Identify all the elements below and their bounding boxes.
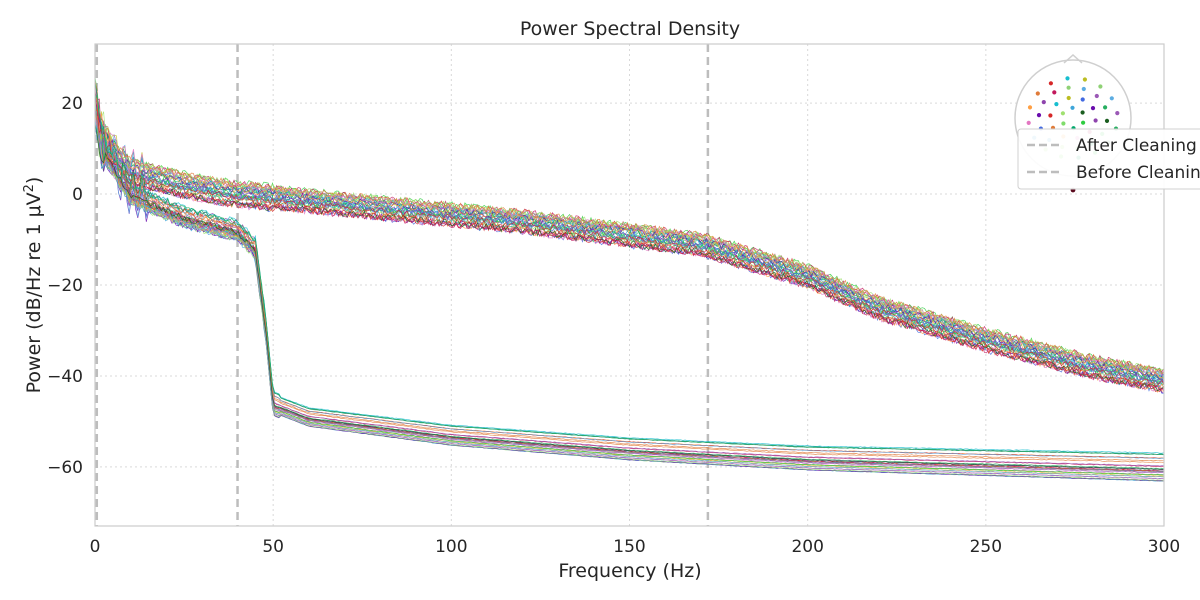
channel-trace	[94, 96, 1165, 387]
y-axis-ticks: 20 0 −20 −40 −60	[47, 94, 83, 478]
legend-label-after: After Cleaning	[1076, 136, 1197, 156]
y-tick-label: 20	[61, 94, 83, 114]
channel-trace	[94, 81, 1165, 375]
sensor-dot	[1109, 96, 1114, 101]
x-tick-label: 150	[613, 537, 645, 557]
y-tick-label: 0	[72, 185, 83, 205]
sensor-dot	[1048, 81, 1053, 86]
y-axis-label-sup: 2	[22, 184, 37, 192]
sensor-dot	[1041, 100, 1046, 105]
sensor-dot	[1080, 97, 1085, 102]
channel-trace	[94, 123, 1165, 471]
channel-trace	[94, 99, 1165, 386]
legend: After Cleaning Before Cleaning	[1017, 128, 1200, 190]
sensor-dot	[1065, 76, 1070, 81]
channel-trace	[94, 87, 1165, 379]
sensor-dot	[1103, 105, 1108, 110]
sensor-dot	[1081, 120, 1086, 125]
sensor-dot	[1082, 77, 1087, 82]
x-axis-label: Frequency (Hz)	[558, 560, 701, 582]
sensor-dot	[1066, 85, 1071, 90]
x-tick-label: 250	[970, 537, 1002, 557]
channel-trace	[94, 120, 1165, 392]
channel-trace	[94, 100, 1165, 393]
plot-frame	[94, 43, 1165, 527]
channel-trace	[94, 95, 1165, 464]
sensor-dot	[1054, 102, 1059, 107]
sensor-dot	[1035, 91, 1040, 96]
x-tick-label: 200	[791, 537, 823, 557]
sensor-dot	[1027, 105, 1033, 110]
channel-trace	[94, 94, 1165, 474]
channel-trace	[94, 89, 1165, 380]
sensor-dot	[1115, 111, 1120, 116]
y-axis-label-end: )	[23, 177, 45, 184]
sensor-dot	[1080, 110, 1085, 115]
sensor-dot	[1098, 84, 1103, 89]
channel-trace	[94, 81, 1165, 455]
x-axis-ticks: 0 50 100 150 200 250 300	[90, 537, 1181, 557]
channel-trace	[94, 97, 1165, 481]
sensor-dot	[1036, 113, 1042, 118]
channel-trace	[94, 106, 1165, 387]
x-tick-label: 50	[262, 537, 284, 557]
sensor-dot	[1070, 105, 1075, 110]
before-cleaning-traces	[94, 76, 1165, 395]
y-tick-label: −60	[47, 458, 83, 478]
legend-box	[1017, 128, 1200, 190]
channel-trace	[94, 112, 1165, 473]
channel-trace	[94, 103, 1165, 392]
sensor-dot	[1048, 113, 1053, 118]
y-tick-label: −40	[47, 367, 83, 387]
sensor-dot	[1052, 90, 1057, 95]
sensor-dot	[1060, 111, 1065, 116]
legend-label-before: Before Cleaning	[1076, 163, 1200, 183]
channel-trace	[94, 107, 1164, 473]
x-tick-label: 100	[435, 537, 467, 557]
channel-trace	[94, 94, 1165, 456]
sensor-dot	[1026, 120, 1031, 125]
chart-title: Power Spectral Density	[520, 18, 740, 40]
sensor-dot	[1093, 118, 1098, 123]
sensor-dot	[1104, 118, 1110, 123]
sensor-dot	[1090, 106, 1096, 111]
sensor-dot	[1061, 121, 1066, 126]
head-nose	[1063, 53, 1083, 64]
y-tick-label: −20	[47, 276, 83, 296]
channel-trace	[94, 121, 1165, 472]
channel-trace	[94, 97, 1165, 455]
sensor-dot	[1081, 86, 1086, 92]
channel-trace	[94, 94, 1165, 459]
x-tick-label: 300	[1148, 537, 1180, 557]
y-axis-label: Power (dB/Hz re 1 μV2)	[22, 177, 45, 394]
y-axis-label-main: Power (dB/Hz re 1 μV	[23, 192, 45, 393]
channel-trace	[94, 103, 1165, 392]
channel-trace	[94, 106, 1164, 478]
channel-trace	[94, 103, 1165, 467]
sensor-dot	[1066, 95, 1071, 101]
sensor-dot	[1094, 93, 1099, 99]
channel-trace	[94, 88, 1165, 375]
x-tick-label: 0	[90, 537, 101, 557]
channel-trace	[94, 117, 1165, 478]
after-cleaning-traces	[94, 81, 1165, 482]
